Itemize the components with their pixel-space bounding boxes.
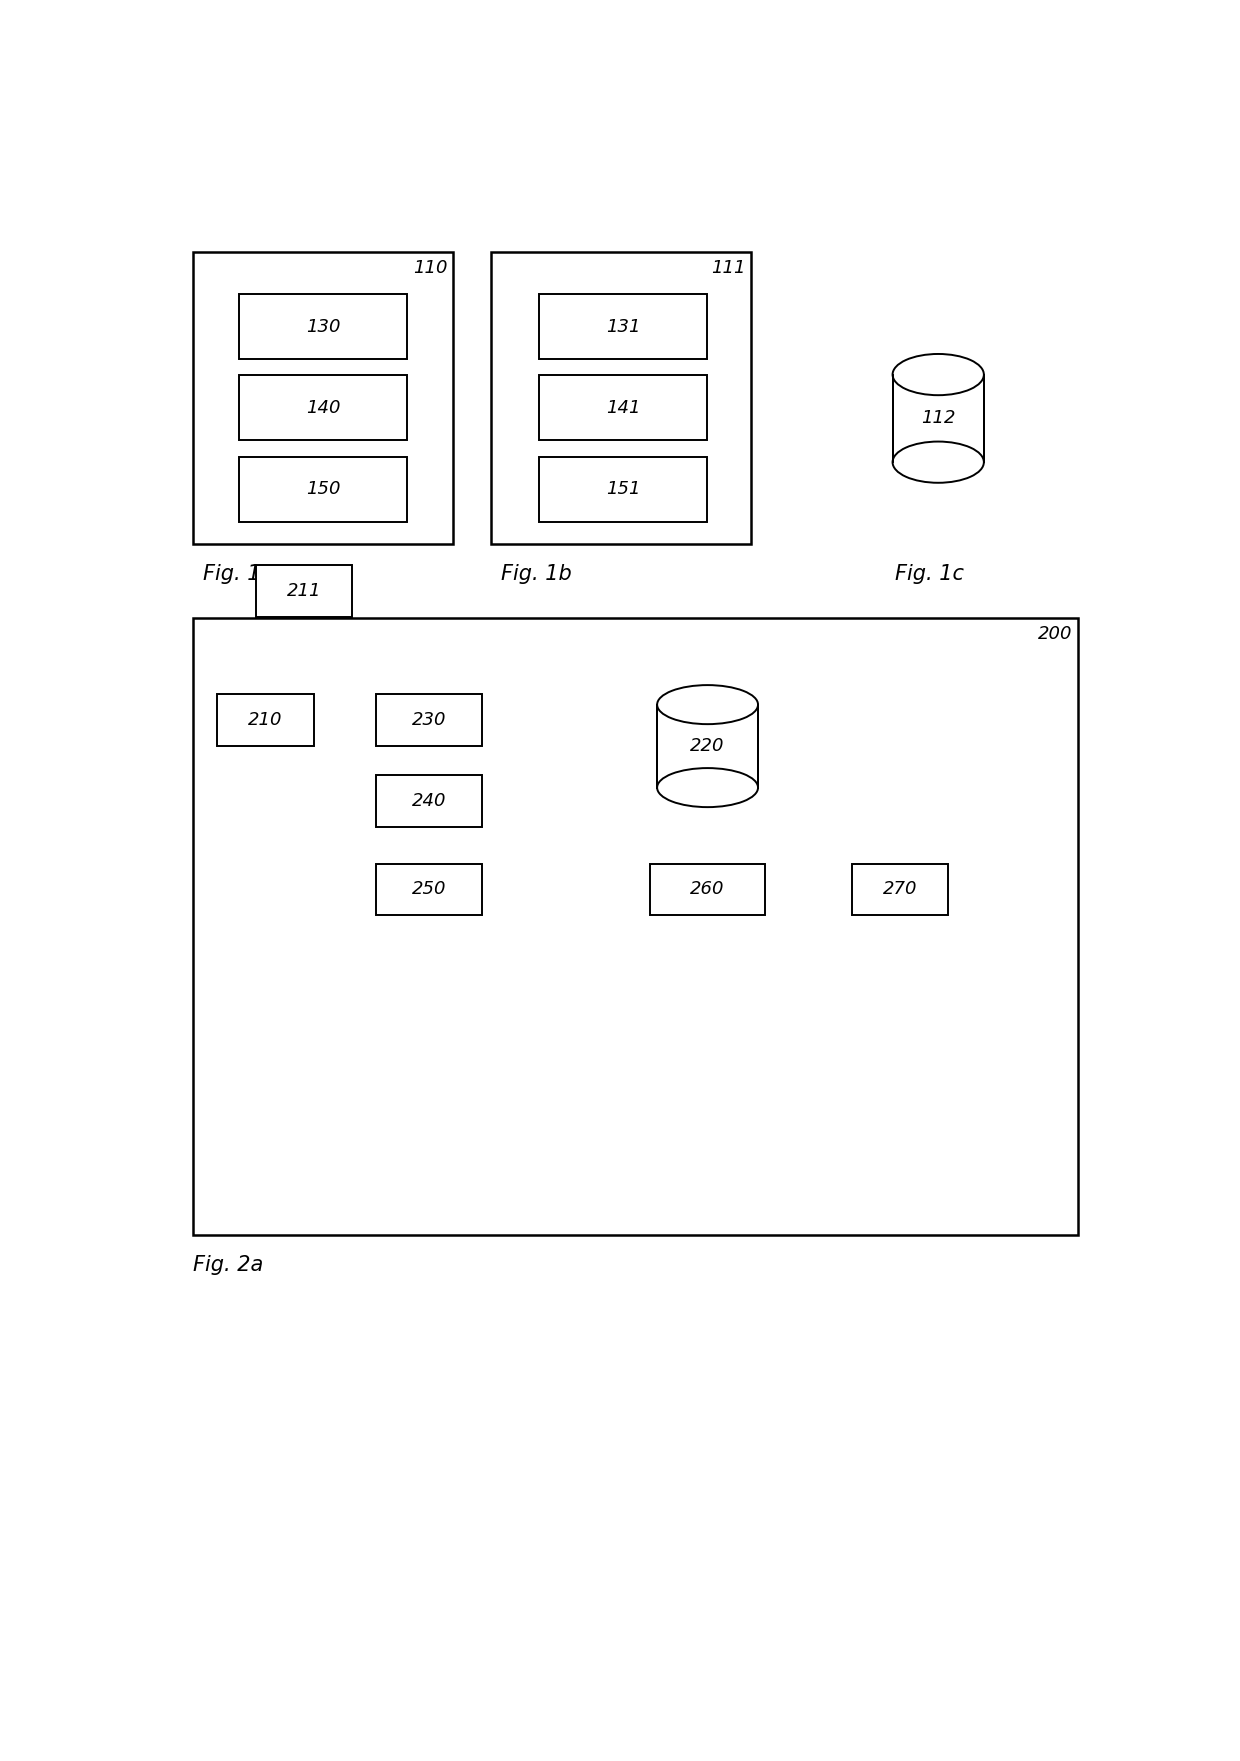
Bar: [376, 863, 481, 916]
Bar: [376, 694, 481, 745]
Text: Fig. 2a: Fig. 2a: [193, 1256, 264, 1275]
Bar: [893, 375, 983, 461]
Bar: [852, 863, 947, 916]
Bar: [239, 456, 407, 521]
Ellipse shape: [893, 354, 983, 394]
Bar: [539, 456, 707, 521]
Text: Fig. 1a: Fig. 1a: [203, 564, 273, 585]
Bar: [376, 775, 481, 828]
Text: 111: 111: [712, 259, 746, 276]
Text: 151: 151: [606, 481, 640, 498]
Ellipse shape: [657, 685, 758, 724]
Text: 141: 141: [606, 400, 640, 417]
Text: 112: 112: [921, 409, 956, 428]
Bar: [239, 294, 407, 359]
Text: 130: 130: [306, 317, 341, 336]
Bar: [650, 863, 765, 916]
Bar: [491, 252, 750, 544]
Text: 230: 230: [412, 711, 446, 729]
Ellipse shape: [893, 442, 983, 483]
Text: 110: 110: [414, 259, 448, 276]
Text: Fig. 1c: Fig. 1c: [895, 564, 963, 585]
Text: 210: 210: [248, 711, 283, 729]
Bar: [657, 704, 758, 787]
Text: Fig. 1b: Fig. 1b: [501, 564, 572, 585]
Text: 211: 211: [286, 581, 321, 601]
Bar: [255, 565, 352, 616]
Text: 131: 131: [606, 317, 640, 336]
Bar: [193, 252, 453, 544]
Text: 260: 260: [691, 880, 725, 898]
Bar: [539, 294, 707, 359]
Text: 240: 240: [412, 792, 446, 810]
Text: 200: 200: [1038, 625, 1073, 643]
Bar: [539, 375, 707, 440]
Text: 150: 150: [306, 481, 341, 498]
Text: 220: 220: [691, 738, 725, 755]
Bar: [193, 618, 1078, 1234]
Text: 250: 250: [412, 880, 446, 898]
Bar: [239, 375, 407, 440]
Ellipse shape: [657, 768, 758, 807]
Text: 270: 270: [883, 880, 918, 898]
Text: 140: 140: [306, 400, 341, 417]
Bar: [217, 694, 314, 745]
